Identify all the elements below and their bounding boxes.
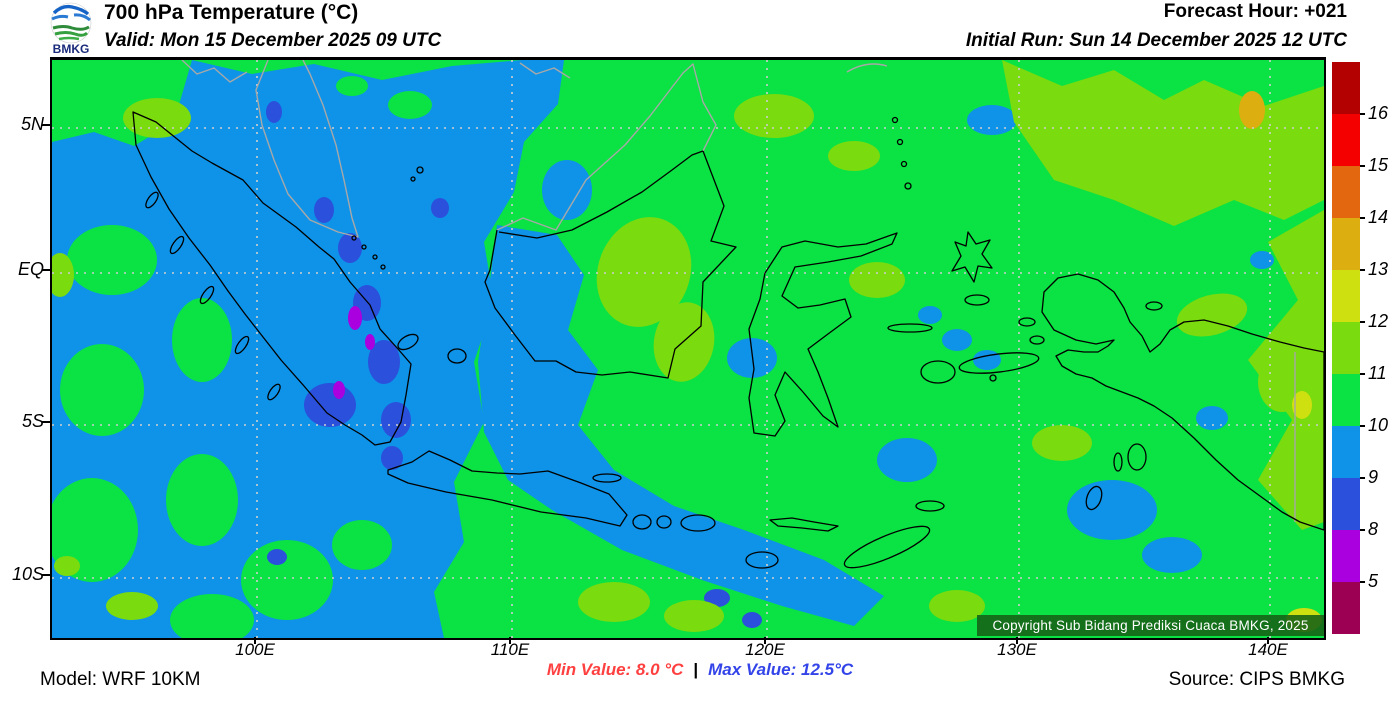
page-title: 700 hPa Temperature (°C): [104, 1, 359, 24]
colorbar-tick: [1360, 425, 1365, 427]
graticule: [52, 60, 1324, 638]
model-label: Model: WRF 10KM: [40, 669, 201, 690]
max-value: Max Value: 12.5°C: [708, 660, 854, 679]
lon-label-120E: 120E: [745, 640, 785, 659]
lat-label-5N: 5N: [20, 114, 44, 134]
colorbar-segment: [1332, 166, 1360, 218]
colorbar-label-8: 8: [1368, 519, 1379, 539]
coastlines: [132, 111, 1324, 569]
colorbar-tick: [1360, 373, 1365, 375]
minmax-separator: |: [693, 660, 699, 679]
colorbar-label-14: 14: [1368, 207, 1389, 227]
lon-tick: [1016, 637, 1018, 644]
colorbar-tick: [1360, 217, 1365, 219]
colorbar-tick: [1360, 165, 1365, 167]
lat-tick: [42, 269, 50, 271]
colorbar-tick: [1360, 581, 1365, 583]
initial-run: Initial Run: Sun 14 December 2025 12 UTC: [965, 30, 1347, 51]
papua: [1041, 273, 1324, 531]
lon-label-140E: 140E: [1248, 640, 1288, 659]
minmax-values: Min Value: 8.0 °C | Max Value: 12.5°C: [300, 660, 1100, 680]
map-frame: Copyright Sub Bidang Prediksi Cuaca BMKG…: [50, 57, 1326, 640]
colorbar-segment: [1332, 322, 1360, 374]
logo-text: BMKG: [53, 42, 90, 55]
temperature-field: [52, 60, 1324, 638]
colorbar-label-15: 15: [1368, 155, 1389, 175]
colorbar-segment: [1332, 270, 1360, 322]
lon-label-100E: 100E: [235, 640, 275, 659]
logo-globe: [50, 2, 92, 44]
lat-label-EQ: EQ: [17, 259, 44, 279]
lon-tick: [254, 637, 256, 644]
lon-label-130E: 130E: [997, 640, 1037, 659]
lon-label-110E: 110E: [490, 640, 530, 659]
colorbar-label-10: 10: [1368, 415, 1389, 435]
colorbar-label-5: 5: [1368, 571, 1379, 591]
sulawesi: [748, 232, 898, 437]
colorbar-segment: [1332, 478, 1360, 530]
colorbar-segment: [1332, 218, 1360, 270]
lon-tick: [1267, 637, 1269, 644]
kalimantan: [484, 150, 737, 379]
lon-tick: [509, 637, 511, 644]
min-value: Min Value: 8.0 °C: [546, 660, 684, 679]
lat-tick: [42, 124, 50, 126]
colorbar: [1332, 62, 1360, 634]
colorbar-label-9: 9: [1368, 467, 1379, 487]
forecast-hour: Forecast Hour: +021: [1163, 1, 1347, 22]
colorbar-segment: [1332, 530, 1360, 582]
lat-label-10S: 10S: [11, 564, 44, 584]
halmahera: [951, 231, 993, 283]
java: [387, 450, 628, 527]
colorbar-tick: [1360, 113, 1365, 115]
colorbar-segment: [1332, 582, 1360, 634]
kalimantan-border: [498, 150, 704, 239]
colorbar-segment: [1332, 62, 1360, 114]
colorbar-tick: [1360, 477, 1365, 479]
lat-label-5S: 5S: [21, 411, 44, 431]
lat-tick: [42, 574, 50, 576]
valid-time: Valid: Mon 15 December 2025 09 UTC: [104, 30, 442, 51]
colorbar-tick: [1360, 269, 1365, 271]
foreign-coastlines: [181, 60, 1296, 522]
colorbar-tick: [1360, 529, 1365, 531]
field-10-11C-patches: [52, 60, 432, 638]
colorbar-tick: [1360, 321, 1365, 323]
map-canvas: [52, 60, 1324, 638]
colorbar-label-13: 13: [1368, 259, 1389, 279]
source-label: Source: CIPS BMKG: [1168, 669, 1345, 690]
lat-tick: [42, 421, 50, 423]
colorbar-label-12: 12: [1368, 311, 1389, 331]
colorbar-label-16: 16: [1368, 103, 1389, 123]
field-5-8C: [333, 306, 375, 399]
colorbar-label-11: 11: [1368, 363, 1387, 383]
colorbar-segment: [1332, 374, 1360, 426]
lon-tick: [764, 637, 766, 644]
sumatra: [132, 111, 412, 446]
bmkg-logo: BMKG: [50, 2, 92, 55]
colorbar-segment: [1332, 114, 1360, 166]
colorbar-segment: [1332, 426, 1360, 478]
copyright-banner: Copyright Sub Bidang Prediksi Cuaca BMKG…: [977, 615, 1324, 636]
